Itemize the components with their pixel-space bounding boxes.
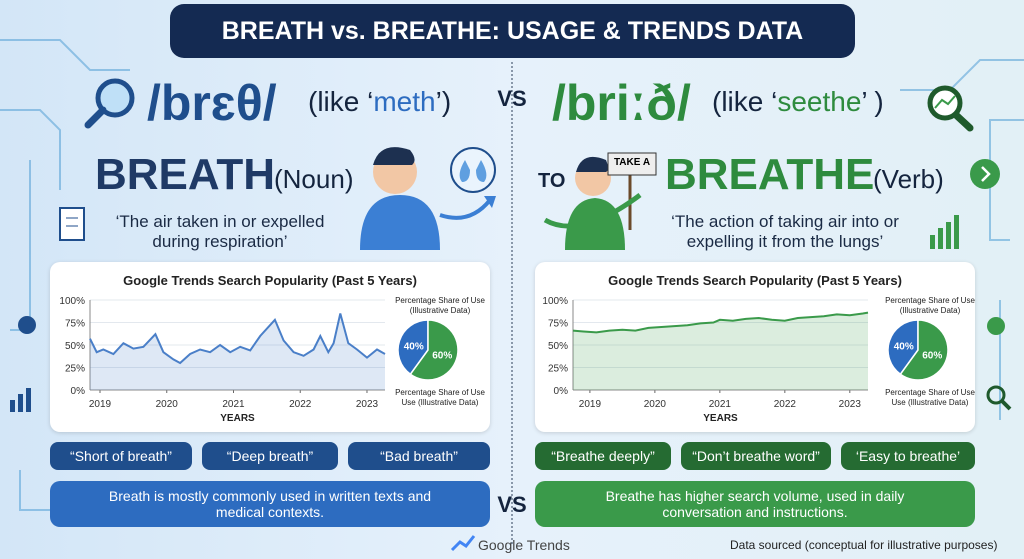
y-tick-label: 75%: [65, 319, 85, 330]
y-tick-label: 0%: [554, 386, 569, 397]
y-tick-label: 25%: [548, 364, 568, 375]
phrase-chip: “Breathe deeply”: [535, 442, 671, 470]
x-tick-label: 2022: [774, 399, 797, 410]
x-tick-label: 2023: [839, 399, 862, 410]
definition: ‘The air taken in or expelled during res…: [115, 212, 325, 251]
part-of-speech: (Noun): [274, 164, 354, 194]
ipa: /brɛθ/: [147, 75, 277, 131]
chart-title: Google Trends Search Popularity (Past 5 …: [608, 273, 902, 288]
y-tick-label: 50%: [65, 341, 85, 352]
y-tick-label: 25%: [65, 364, 85, 375]
summary: Breathe has higher search volume, used i…: [535, 481, 975, 527]
pie-label: 40%: [894, 341, 914, 352]
phrase-chip: “Bad breath”: [348, 442, 490, 470]
text: (like ‘: [712, 86, 778, 117]
pie-slice: [899, 319, 949, 381]
sign: TAKE A: [613, 157, 651, 168]
rhyme: seethe: [777, 86, 862, 117]
pie-note: Percentage Share of Use Use (Illustrativ…: [395, 388, 485, 407]
phrase-chip: “Deep breath”: [202, 442, 338, 470]
x-tick-label: 2020: [156, 399, 179, 410]
y-tick-label: 50%: [548, 341, 568, 352]
vs: VS: [497, 86, 527, 111]
pronunciation-note: (like ‘meth’): [308, 86, 451, 118]
x-axis-title: YEARS: [703, 413, 738, 424]
area: [90, 313, 385, 390]
part-of-speech: (Verb): [873, 164, 944, 194]
line: [89, 313, 386, 365]
y-tick-label: 100%: [59, 296, 85, 307]
pie-slice: [409, 319, 459, 381]
vs: VS: [497, 492, 527, 517]
pie-slice: [887, 319, 919, 376]
phrase-chip: “Short of breath”: [50, 442, 192, 470]
pie-note: Percentage Share of Use Use (Illustrativ…: [885, 388, 975, 407]
x-tick-label: 2023: [356, 399, 379, 410]
summary: Breath is mostly commonly used in writte…: [50, 481, 490, 527]
brand: Google Trends: [478, 537, 570, 553]
pie-slice: [397, 319, 429, 376]
pie-title: Percentage Share of Use (Illustrative Da…: [395, 296, 485, 315]
source-note: Data sourced (conceptual for illustrativ…: [730, 538, 998, 552]
phrase-chip: “Don’t breathe word”: [681, 442, 831, 470]
prefix: TO: [538, 170, 566, 192]
line: [572, 311, 869, 334]
pie-label: 40%: [404, 341, 424, 352]
pie-title: Percentage Share of Use (Illustrative Da…: [885, 296, 975, 315]
x-axis-title: YEARS: [220, 413, 255, 424]
x-tick-label: 2020: [644, 399, 667, 410]
x-tick-label: 2021: [222, 399, 245, 410]
pie-label: 60%: [922, 351, 942, 362]
title: BREATH vs. BREATHE: USAGE & TRENDS DATA: [221, 17, 804, 45]
ipa: /briːð/: [552, 75, 691, 131]
y-tick-label: 0%: [71, 386, 86, 397]
definition: ‘The action of taking air into or expell…: [671, 212, 899, 251]
x-tick-label: 2022: [289, 399, 312, 410]
y-tick-label: 75%: [548, 319, 568, 330]
chart-title: Google Trends Search Popularity (Past 5 …: [123, 273, 417, 288]
phrase-chip: ‘Easy to breathe’: [841, 442, 975, 470]
pronunciation-note: (like ‘seethe’ ): [712, 86, 884, 118]
text: ’): [435, 86, 452, 117]
word: BREATHE: [665, 150, 875, 199]
word: BREATH: [95, 150, 276, 199]
rhyme: meth: [373, 86, 436, 117]
text: (like ‘: [308, 86, 374, 117]
x-tick-label: 2019: [579, 399, 602, 410]
area: [573, 312, 868, 390]
x-tick-label: 2021: [709, 399, 732, 410]
y-tick-label: 100%: [542, 296, 568, 307]
text: ’ ): [861, 86, 884, 117]
x-tick-label: 2019: [89, 399, 112, 410]
pie-label: 60%: [432, 351, 452, 362]
